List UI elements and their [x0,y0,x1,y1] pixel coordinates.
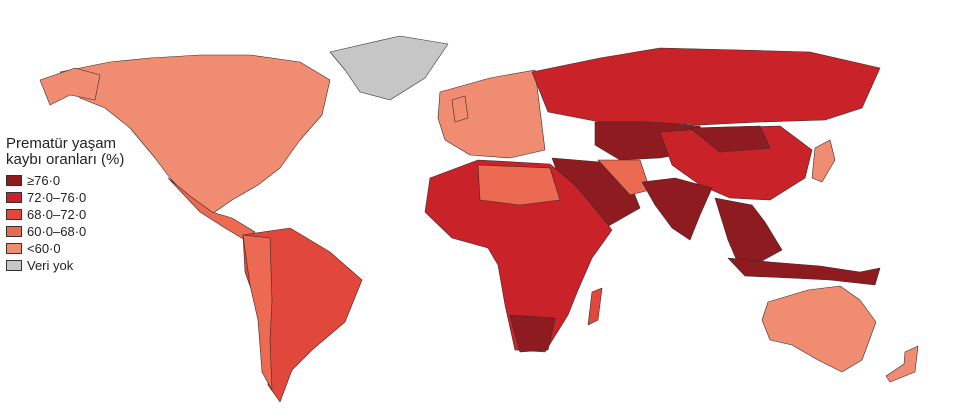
legend-item: 68·0–72·0 [6,206,156,223]
legend: Prematür yaşam kaybı oranları (%) ≥76·0 7… [6,136,156,274]
north-america [59,54,331,215]
legend-swatch [6,209,22,220]
legend-label: <60·0 [27,241,61,256]
africa [424,159,613,353]
legend-item: 72·0–76·0 [6,189,156,206]
europe [437,69,546,159]
legend-swatch [6,226,22,237]
new-zealand [885,345,919,383]
madagascar [587,287,603,326]
legend-swatch [6,175,22,186]
legend-label: 72·0–76·0 [27,190,87,205]
japan [811,139,836,183]
central-america [167,177,256,241]
indonesia [727,257,881,286]
legend-item: Veri yok [6,257,156,274]
greenland [329,35,449,101]
mongolia [689,125,771,153]
legend-label: ≥76·0 [27,173,61,188]
south-asia [641,177,713,241]
southern-africa [509,314,556,353]
legend-swatch [6,192,22,203]
legend-item: ≥76·0 [6,172,156,189]
legend-label: 60·0–68·0 [27,224,87,239]
legend-title: Prematür yaşam kaybı oranları (%) [6,135,125,168]
legend-item: <60·0 [6,240,156,257]
australia [761,285,877,373]
legend-items: ≥76·0 72·0–76·0 68·0–72·0 60·0–68·0 <60·0 Ver… [6,172,156,274]
alaska [39,67,101,106]
uk [451,95,469,123]
legend-label: Veri yok [27,258,74,273]
legend-swatch [6,260,22,271]
southeast-asia [714,197,783,269]
russia [531,47,881,126]
legend-item: 60·0–68·0 [6,223,156,240]
north-africa [477,164,561,206]
legend-swatch [6,243,22,254]
legend-label: 68·0–72·0 [27,207,87,222]
andes [242,234,273,391]
